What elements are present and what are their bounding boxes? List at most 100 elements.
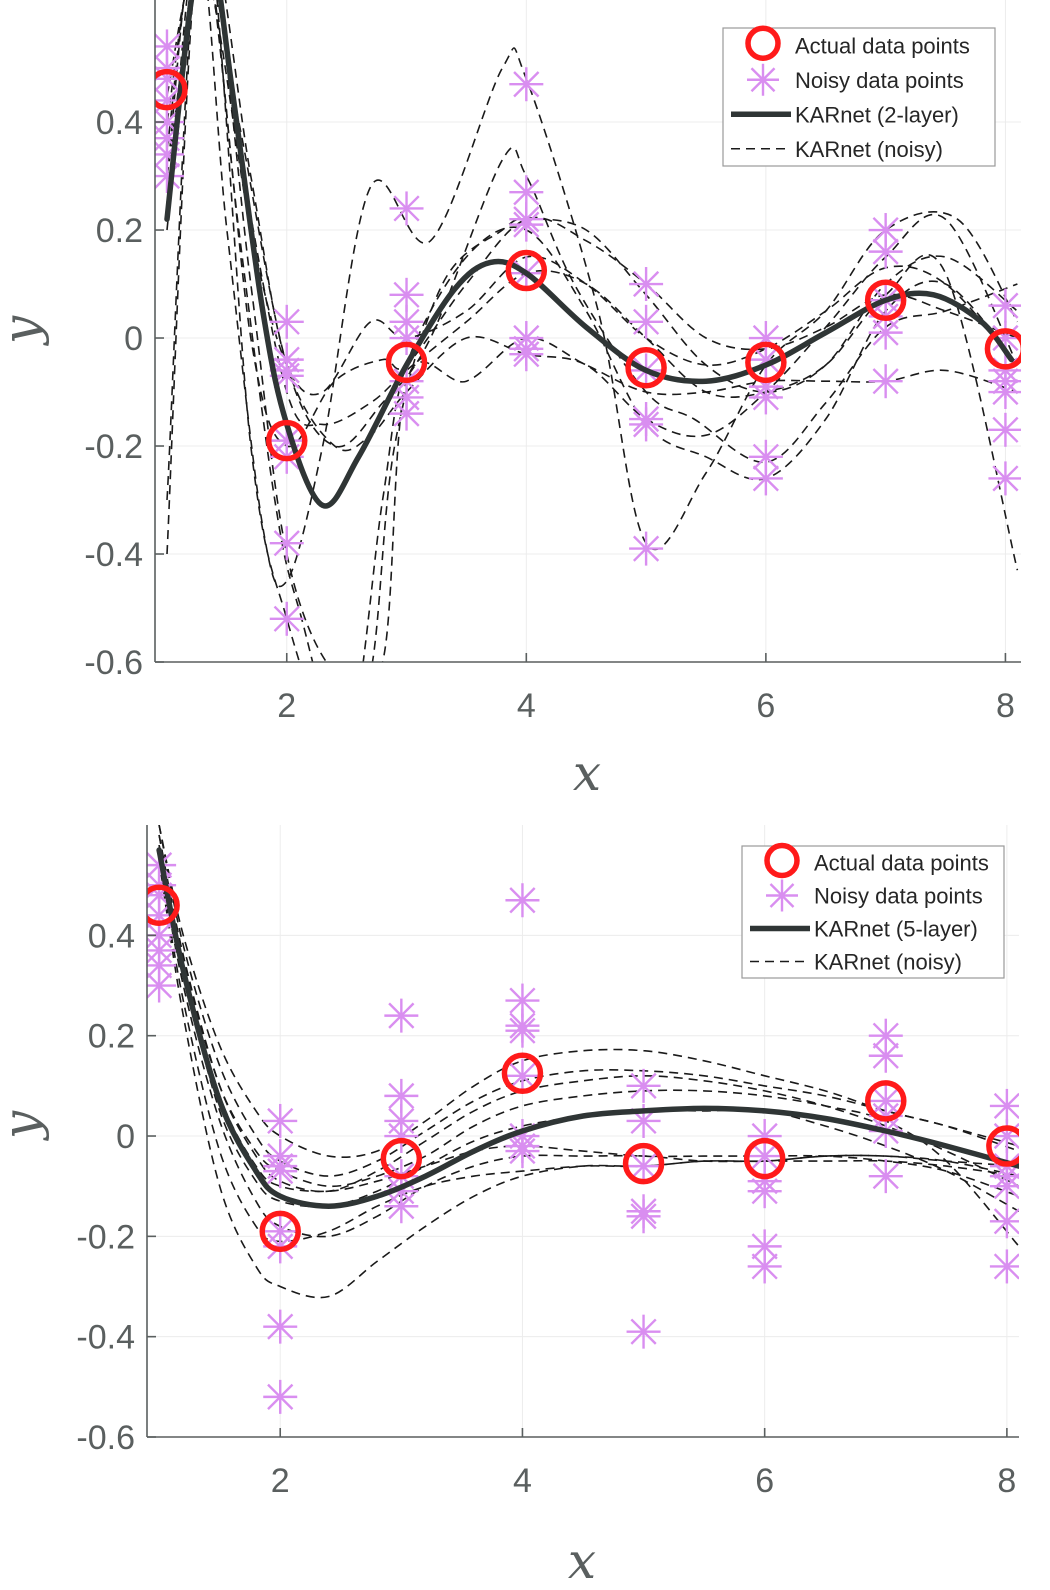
top-x-axis-label: x (573, 744, 601, 802)
noisy-data-point (989, 1249, 1019, 1284)
y-tick-label: -0.2 (84, 428, 143, 466)
legend-label: Actual data points (795, 33, 970, 58)
noisy-data-point (988, 375, 1021, 410)
legend-label: Actual data points (814, 851, 989, 876)
actual-data-point (986, 1125, 1019, 1167)
actual-data-point (147, 884, 180, 927)
noisy-curve-9 (158, 844, 1019, 1212)
noisy-data-point (626, 1068, 661, 1103)
x-tick-label: 8 (997, 1462, 1016, 1500)
noisy-curve-3 (166, 0, 1019, 588)
x-tick-label: 6 (755, 1462, 774, 1500)
top-legend: Actual data points Noisy data points KARne… (722, 25, 996, 167)
y-tick-label: 0.4 (88, 917, 135, 955)
legend-asterisk-icon (747, 63, 779, 96)
actual-data-point (625, 346, 667, 389)
noisy-curve-7 (166, 0, 1018, 448)
noisy-data-point (389, 396, 424, 431)
top-points (155, 0, 1021, 636)
x-tick-label: 8 (996, 687, 1015, 725)
noisy-data-point (748, 380, 783, 415)
noisy-data-point (626, 1149, 661, 1184)
legend-box (722, 27, 996, 167)
x-tick-label: 2 (271, 1462, 290, 1500)
legend-circle-icon (745, 25, 781, 61)
noisy-curve-2 (158, 825, 1019, 1177)
noisy-data-point (748, 461, 783, 496)
noisy-data-point (868, 1018, 903, 1053)
noisy-data-point (269, 601, 304, 636)
noisy-data-point (626, 1314, 661, 1349)
legend-label: KARnet (noisy) (814, 950, 962, 975)
actual-data-point (984, 328, 1021, 370)
bottom-legend: Actual data points Noisy data points KARne… (741, 842, 1005, 979)
y-tick-label: 0.2 (88, 1018, 135, 1056)
noisy-data-point (989, 1204, 1019, 1239)
legend-label: Noisy data points (814, 884, 983, 909)
actual-data-point (505, 249, 548, 292)
legend-label: KARnet (5-layer) (814, 917, 978, 942)
actual-data-point (259, 1210, 301, 1253)
y-tick-label: -0.6 (84, 644, 143, 682)
legend-label: Noisy data points (795, 68, 964, 93)
actual-data-point (385, 341, 428, 384)
noisy-curve-6 (158, 859, 1019, 1243)
noisy-data-point (263, 1379, 298, 1414)
noisy-data-point (868, 364, 903, 399)
noisy-data-point (389, 277, 424, 312)
legend-circle-icon (764, 842, 800, 879)
noisy-curve-8 (166, 0, 1019, 452)
noisy-data-point (505, 883, 540, 918)
actual-data-point (865, 1080, 907, 1122)
noisy-data-point (868, 315, 903, 350)
noisy-data-point (989, 1169, 1019, 1204)
noisy-data-point (626, 1199, 661, 1234)
noisy-data-point (263, 1229, 298, 1264)
y-tick-label: -0.6 (76, 1419, 135, 1457)
noisy-data-point (269, 304, 304, 339)
noisy-curve-1 (158, 825, 1019, 1158)
y-tick-label: -0.4 (76, 1319, 135, 1357)
noisy-data-point (389, 191, 424, 226)
noisy-curve-2 (166, 0, 1018, 464)
noisy-data-point (868, 1038, 903, 1073)
noisy-data-point (509, 337, 544, 372)
noisy-data-point (384, 998, 419, 1033)
actual-data-point (380, 1137, 423, 1180)
legend-label: KARnet (noisy) (795, 137, 943, 162)
noisy-curve-4 (166, 0, 1018, 662)
top-axes: 2 4 6 8 -0.6 -0.4 -0.2 0 0.2 0.4 (84, 0, 1021, 725)
noisy-data-point (988, 412, 1021, 447)
fit-curve (156, 847, 1019, 1209)
x-tick-label: 6 (756, 687, 775, 725)
noisy-data-point (629, 407, 664, 442)
noisy-data-point (748, 439, 783, 474)
noisy-data-point (868, 234, 903, 269)
bottom-points (147, 847, 1019, 1414)
noisy-data-point (868, 1159, 903, 1194)
legend-label: KARnet (2-layer) (795, 102, 959, 127)
fit-curve (164, 0, 1015, 509)
noisy-data-point (505, 983, 540, 1018)
noisy-data-point (263, 1309, 298, 1344)
top-y-axis-label: y (0, 315, 50, 346)
actual-data-point (745, 341, 787, 384)
actual-data-point (155, 68, 188, 111)
noisy-data-point (384, 1189, 419, 1224)
noisy-data-point (263, 1103, 298, 1138)
noisy-data-point (263, 1154, 298, 1189)
x-tick-label: 4 (517, 687, 536, 725)
noisy-data-point (989, 1088, 1019, 1123)
noisy-data-point (747, 1174, 782, 1209)
bottom-x-axis-label: x (568, 1532, 596, 1590)
bottom-chart-panel: 2 4 6 8 -0.6 -0.4 -0.2 0 0.2 0.4 x y Actual data … (0, 825, 1019, 1590)
y-tick-label: -0.4 (84, 536, 143, 574)
noisy-data-point (509, 207, 544, 242)
noisy-curve-5 (158, 854, 1019, 1238)
noisy-curve-8 (158, 834, 1019, 1247)
noisy-data-point (747, 1249, 782, 1284)
top-chart-panel: 2 4 6 8 -0.6 -0.4 -0.2 0 0.2 0.4 x y Actual data … (0, 0, 1021, 802)
x-tick-label: 4 (513, 1462, 532, 1500)
noisy-data-point (509, 67, 544, 102)
noisy-data-point (505, 1134, 540, 1169)
